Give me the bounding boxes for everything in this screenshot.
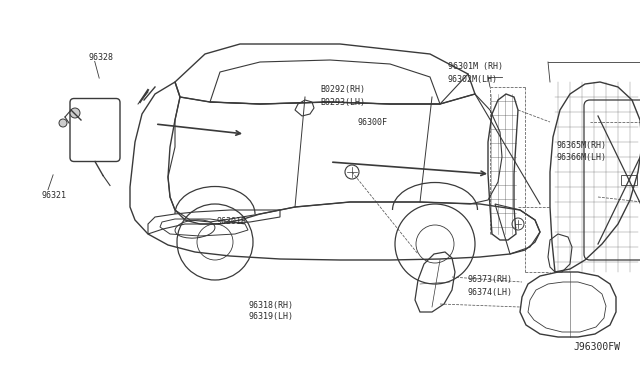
Circle shape bbox=[70, 108, 80, 118]
Text: 96366M(LH): 96366M(LH) bbox=[557, 153, 607, 162]
Text: 96373(RH): 96373(RH) bbox=[467, 275, 512, 284]
Text: 96302M(LH): 96302M(LH) bbox=[448, 75, 498, 84]
Text: 96328: 96328 bbox=[88, 53, 113, 62]
Text: 96374(LH): 96374(LH) bbox=[467, 288, 512, 297]
Text: 96319(LH): 96319(LH) bbox=[248, 312, 293, 321]
Circle shape bbox=[59, 119, 67, 127]
Text: 96301M (RH): 96301M (RH) bbox=[448, 62, 503, 71]
Text: 96301B: 96301B bbox=[216, 217, 246, 226]
Text: B0292(RH): B0292(RH) bbox=[320, 85, 365, 94]
Text: B0293(LH): B0293(LH) bbox=[320, 98, 365, 107]
Text: 96365M(RH): 96365M(RH) bbox=[557, 141, 607, 150]
Text: 96318(RH): 96318(RH) bbox=[248, 301, 293, 310]
Text: J96300FW: J96300FW bbox=[574, 341, 621, 352]
Text: 96321: 96321 bbox=[42, 191, 67, 200]
Bar bbox=[621, 175, 637, 185]
Text: 96300F: 96300F bbox=[357, 118, 387, 127]
